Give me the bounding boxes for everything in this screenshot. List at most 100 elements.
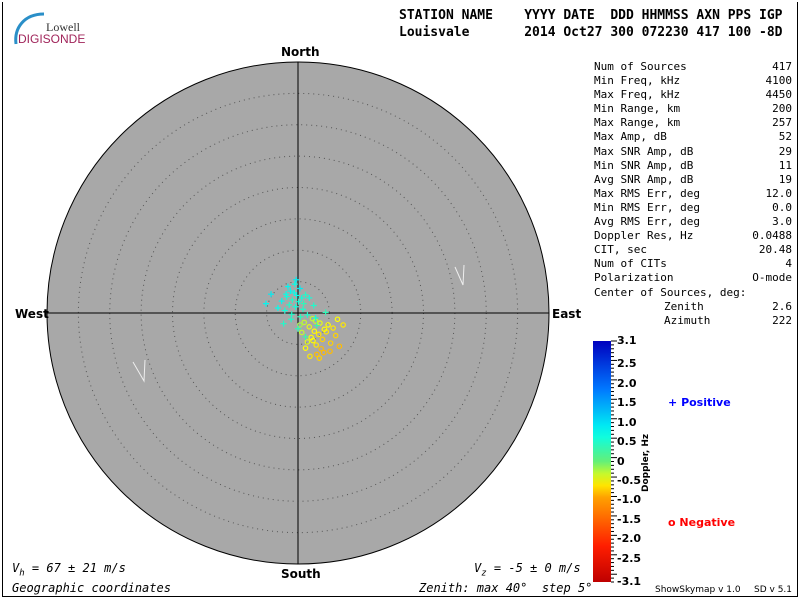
source-negative — [332, 332, 339, 339]
logo-lowell: Lowell — [46, 20, 80, 34]
vh-value: 67 ± 21 m/s — [46, 561, 126, 575]
source-positive — [310, 302, 317, 309]
source-positive — [283, 291, 290, 298]
zenith-value: 2.6 — [772, 299, 792, 313]
colorbar-tick-label: -1.0 — [617, 493, 642, 507]
logo-arc-icon — [14, 12, 45, 45]
stat-row: Doppler Res, Hz 0.0488 — [594, 229, 792, 243]
colorbar — [593, 340, 617, 583]
source-positive — [295, 325, 301, 332]
source-positive — [292, 303, 299, 310]
colorbar-tick-label: -2.5 — [617, 551, 642, 565]
circle-icon: o — [668, 516, 676, 529]
source-positive — [295, 298, 302, 305]
stat-value: 0.0 — [772, 200, 792, 214]
source-positive — [297, 313, 304, 320]
source-negative — [327, 340, 334, 346]
stat-value: 19 — [778, 172, 792, 186]
stat-label: Max SNR Amp, dB — [594, 144, 694, 158]
stat-row: Num of Sources 417 — [594, 60, 792, 74]
stat-row: Polarization O-mode — [594, 271, 792, 285]
stat-row: Num of CITs 4 — [594, 257, 792, 271]
stat-label: Min Range, km — [594, 102, 681, 116]
stat-value: 4450 — [765, 88, 793, 102]
source-positive — [268, 291, 275, 298]
source-negative — [330, 325, 336, 331]
vz-value: -5 ± 0 m/s — [508, 561, 581, 575]
stat-label: Doppler Res, Hz — [594, 229, 694, 243]
stat-value: 417 — [772, 60, 792, 73]
stat-value: O-mode — [752, 271, 792, 285]
stat-label: Num of CITs — [594, 257, 667, 271]
stat-row: Max SNR Amp, dB 29 — [594, 145, 792, 159]
stat-value: 20.48 — [758, 243, 792, 257]
label-north: North — [281, 45, 320, 59]
legend-positive: + Positive — [668, 396, 731, 409]
stat-row: Min Freq, kHz 4100 — [594, 74, 792, 88]
logo-digisonde: DIGISONDE — [18, 32, 86, 46]
source-negative — [317, 320, 323, 326]
colorbar-title: Doppler, Hz — [641, 433, 651, 492]
colorbar-tick-label: 2.0 — [617, 376, 637, 390]
source-negative — [298, 329, 305, 336]
source-negative — [306, 324, 313, 330]
stat-row: Max Amp, dB 52 — [594, 130, 792, 144]
stat-label: Min SNR Amp, dB — [594, 158, 694, 172]
source-negative — [319, 336, 326, 343]
colorbar-tick-label: 1.0 — [617, 415, 637, 429]
source-positive — [286, 301, 293, 308]
source-positive — [278, 298, 285, 305]
source-positive — [291, 289, 298, 296]
stat-value: 4 — [785, 257, 792, 271]
source-positive — [274, 304, 281, 311]
source-positive — [291, 281, 298, 288]
stat-label: Num of Sources — [594, 60, 687, 73]
version-sd: SD v 5.1 — [754, 585, 793, 595]
stat-row: Max Range, km 257 — [594, 116, 792, 130]
source-positive — [284, 283, 291, 290]
stat-label: Avg RMS Err, deg — [594, 215, 700, 229]
source-positive — [288, 316, 295, 323]
source-positive — [313, 322, 320, 329]
stat-row: Avg SNR Amp, dB 19 — [594, 173, 792, 187]
stat-value: 3.0 — [772, 215, 792, 229]
plus-icon: + — [668, 396, 678, 409]
source-positive — [262, 300, 269, 307]
stat-value: 257 — [772, 116, 792, 130]
velocity-mark — [132, 359, 146, 383]
stat-label: CIT, sec — [594, 243, 647, 257]
stats-panel: Num of Sources 417 Min Freq, kHz 4100 Max Fr… — [594, 60, 792, 328]
stat-row: Max Freq, kHz 4450 — [594, 88, 792, 102]
source-negative — [311, 328, 318, 334]
source-negative — [336, 343, 343, 350]
skymap-plot — [46, 61, 550, 565]
source-positive — [300, 306, 307, 313]
stat-value: 4100 — [765, 74, 793, 88]
stat-value: 12.0 — [765, 186, 793, 200]
source-negative — [340, 322, 346, 328]
source-negative — [314, 351, 320, 358]
colorbar-tick-label: -2.0 — [617, 532, 642, 546]
header-values: Louisvale 2014 Oct27 300 072230 417 100 … — [399, 25, 783, 40]
source-negative — [307, 353, 313, 360]
source-positive — [304, 311, 311, 318]
azimuth-value: 222 — [772, 313, 792, 327]
colorbar-tick-label: -1.5 — [617, 512, 642, 526]
stat-label: Max Amp, dB — [594, 130, 667, 144]
colorbar-tick-label: 3.1 — [617, 334, 637, 347]
source-negative — [321, 326, 328, 333]
source-negative — [313, 342, 319, 348]
version-showskymap: ShowSkymap v 1.0 — [655, 585, 741, 595]
vz-readout: Vz = -5 ± 0 m/s — [474, 561, 581, 579]
source-negative — [316, 355, 323, 361]
source-positive — [322, 309, 329, 316]
legend-negative-label: Negative — [679, 516, 736, 529]
source-positive — [302, 333, 309, 340]
source-negative — [315, 331, 322, 338]
source-positive — [298, 294, 305, 301]
source-negative — [301, 319, 308, 326]
source-negative — [320, 349, 327, 356]
source-positive — [289, 296, 296, 303]
stat-value: 200 — [772, 102, 792, 116]
